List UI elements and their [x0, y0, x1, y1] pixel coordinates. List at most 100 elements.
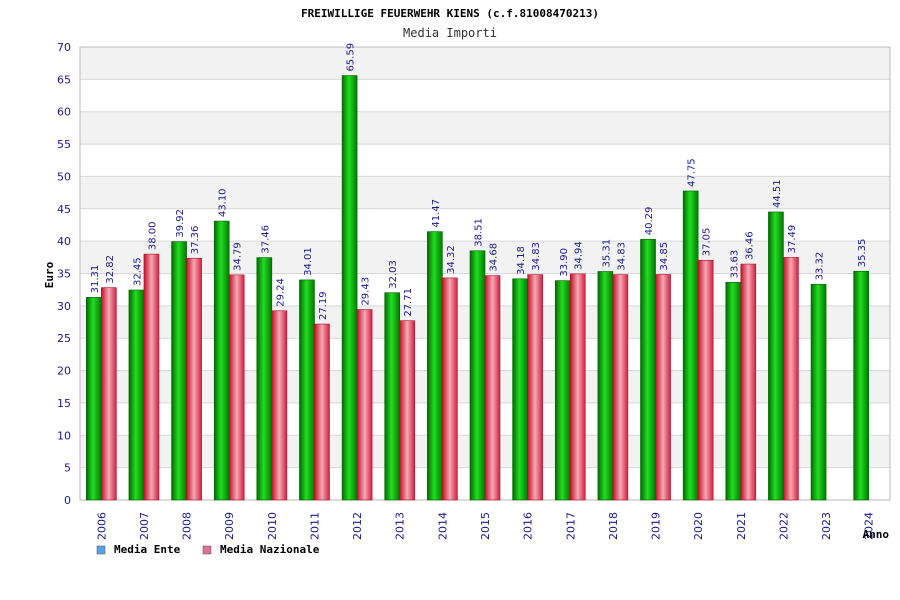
data-label-media-nazionale-2019: 34.85 [659, 242, 670, 271]
y-tick-label: 10 [57, 429, 71, 442]
x-tick-label-2020: 2020 [692, 512, 705, 540]
bar-media-nazionale-2015 [484, 275, 501, 501]
y-tick-label: 20 [57, 365, 71, 378]
bar-media-ente-2007 [128, 289, 145, 501]
data-label-media-nazionale-2007: 38.00 [147, 221, 158, 250]
data-label-media-ente-2013: 32.03 [388, 260, 399, 289]
data-label-media-nazionale-2006: 32.82 [105, 255, 116, 284]
value-labels: 31.31 32.82 32.45 38.00 39.92 37.36 43.10 34.79… [90, 43, 868, 320]
data-label-media-ente-2021: 33.63 [729, 250, 740, 279]
x-tick-label-2017: 2017 [564, 512, 577, 540]
bar-media-ente-2010 [256, 257, 273, 501]
y-tick-label: 40 [57, 235, 71, 248]
x-axis-label: Anno [863, 528, 890, 541]
x-tick-label-2012: 2012 [351, 512, 364, 540]
bar-media-nazionale-2019 [655, 274, 671, 501]
data-label-media-ente-2024: 35.35 [857, 239, 868, 268]
x-axis-ticks: 2006 2007 2008 2009 2010 2011 2012 2013 2014 2015… [95, 512, 875, 540]
bar-media-nazionale-2021 [740, 263, 757, 501]
data-label-media-ente-2017: 33.90 [559, 248, 570, 277]
y-tick-label: 70 [57, 41, 71, 54]
data-label-media-nazionale-2022: 37.49 [787, 225, 798, 254]
x-tick-label-2007: 2007 [138, 512, 151, 540]
x-tick-label-2008: 2008 [181, 512, 194, 540]
y-tick-label: 50 [57, 170, 71, 183]
x-tick-label-2010: 2010 [266, 512, 279, 540]
data-label-media-ente-2008: 39.92 [175, 209, 186, 238]
y-tick-label: 30 [57, 300, 71, 313]
bar-media-nazionale-2011 [314, 323, 330, 501]
legend-swatch-media-ente [96, 545, 106, 555]
data-label-media-ente-2019: 40.29 [644, 207, 655, 236]
legend: Media Ente Media Nazionale [96, 543, 320, 556]
x-tick-label-2011: 2011 [308, 512, 321, 540]
bar-media-ente-2013 [384, 292, 401, 501]
y-tick-label: 35 [57, 268, 71, 281]
bar-media-ente-2009 [213, 220, 230, 501]
y-tick-label: 0 [64, 494, 71, 507]
chart-title: FREIWILLIGE FEUERWEHR KIENS (c.f.8100847… [301, 7, 599, 20]
bar-media-ente-2008 [171, 241, 187, 501]
legend-label-media-nazionale: Media Nazionale [220, 543, 320, 556]
y-tick-label: 55 [57, 138, 71, 151]
x-tick-label-2022: 2022 [777, 512, 790, 540]
data-label-media-ente-2006: 31.31 [90, 265, 101, 294]
bar-media-ente-2011 [299, 279, 315, 501]
bar-media-ente-2023 [810, 284, 827, 501]
y-tick-label: 15 [57, 397, 71, 410]
bar-media-nazionale-2006 [101, 287, 117, 501]
y-tick-label: 45 [57, 203, 71, 216]
data-label-media-ente-2018: 35.31 [601, 239, 612, 268]
bar-media-nazionale-2010 [271, 310, 288, 501]
data-label-media-ente-2009: 43.10 [218, 188, 229, 217]
data-label-media-ente-2023: 33.32 [815, 252, 826, 281]
bar-media-ente-2006 [86, 297, 102, 501]
bar-media-ente-2019 [640, 238, 656, 501]
bar-media-ente-2021 [725, 282, 742, 501]
data-label-media-nazionale-2016: 34.83 [531, 242, 542, 271]
data-label-media-nazionale-2020: 37.05 [702, 228, 713, 257]
x-tick-label-2016: 2016 [522, 512, 535, 540]
x-tick-label-2018: 2018 [607, 512, 620, 540]
data-label-media-ente-2012: 65.59 [346, 43, 357, 72]
bar-media-ente-2024 [853, 270, 869, 501]
data-label-media-nazionale-2014: 34.32 [446, 245, 457, 274]
x-tick-label-2023: 2023 [820, 512, 833, 540]
bar-media-ente-2012 [341, 75, 358, 501]
bar-media-nazionale-2009 [228, 274, 245, 501]
y-tick-label: 5 [64, 462, 71, 475]
bars [86, 75, 869, 501]
bar-media-nazionale-2020 [697, 259, 714, 501]
bar-media-ente-2018 [597, 271, 614, 501]
data-label-media-nazionale-2012: 29.43 [361, 277, 372, 306]
data-label-media-ente-2010: 37.46 [260, 225, 271, 254]
data-label-media-nazionale-2021: 36.46 [744, 231, 755, 260]
bar-media-ente-2015 [469, 250, 486, 501]
x-tick-label-2021: 2021 [735, 512, 748, 540]
grid-band [80, 79, 890, 112]
grid-band [80, 144, 890, 177]
legend-swatch-media-nazionale [202, 545, 212, 555]
data-label-media-nazionale-2009: 34.79 [233, 242, 244, 271]
data-label-media-ente-2016: 34.18 [516, 246, 527, 275]
data-label-media-nazionale-2015: 34.68 [489, 243, 500, 272]
bar-media-nazionale-2022 [783, 257, 799, 501]
y-tick-label: 25 [57, 332, 71, 345]
data-label-media-nazionale-2017: 34.94 [574, 241, 585, 270]
y-tick-label: 65 [57, 73, 71, 86]
x-tick-label-2006: 2006 [95, 512, 108, 540]
grid-band [80, 47, 890, 80]
data-label-media-ente-2015: 38.51 [474, 218, 485, 247]
bar-media-ente-2020 [682, 190, 699, 501]
y-tick-label: 60 [57, 106, 71, 119]
grid-band [80, 111, 890, 145]
data-label-media-nazionale-2010: 29.24 [275, 278, 286, 307]
bar-media-nazionale-2014 [442, 277, 458, 501]
data-label-media-ente-2014: 41.47 [431, 199, 442, 228]
bar-media-nazionale-2013 [399, 320, 416, 501]
bar-media-ente-2016 [512, 278, 528, 501]
x-tick-label-2019: 2019 [650, 512, 663, 540]
chart-subtitle: Media Importi [403, 26, 497, 40]
x-tick-label-2014: 2014 [436, 512, 449, 540]
